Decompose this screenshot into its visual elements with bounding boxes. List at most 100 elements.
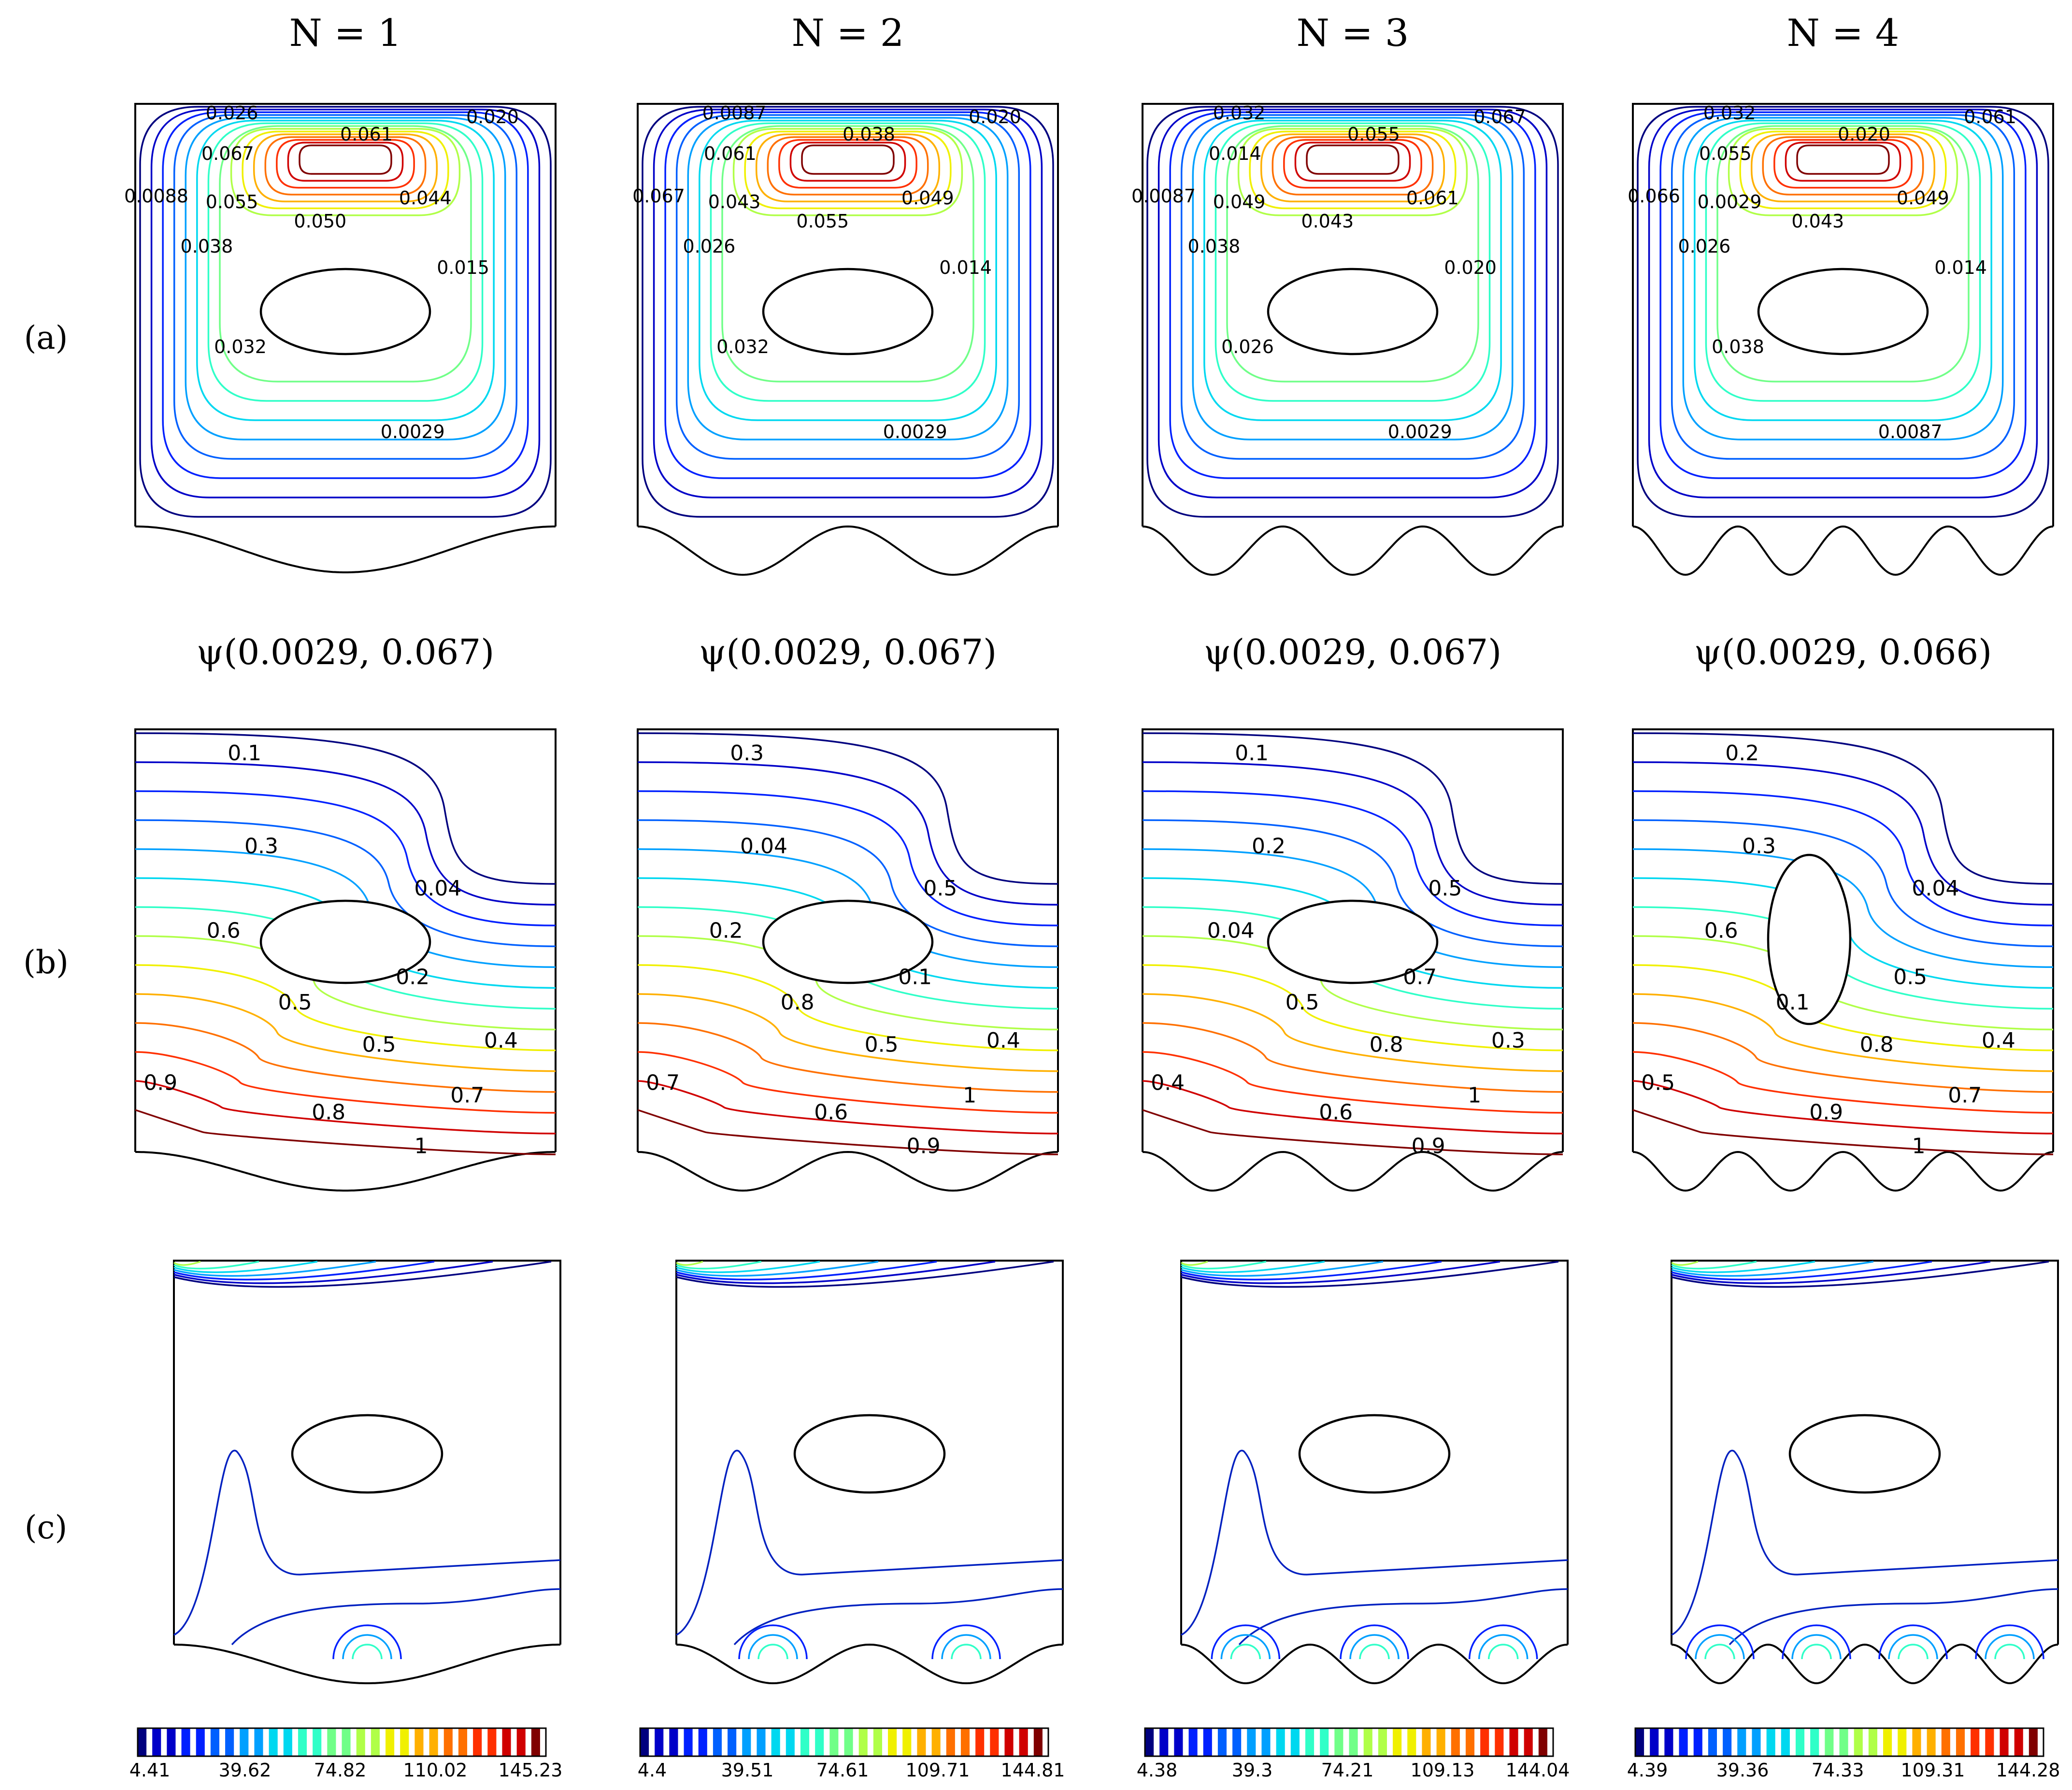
streamline bbox=[801, 144, 895, 175]
isotherm bbox=[637, 1109, 1058, 1155]
streamline-label: 0.038 bbox=[181, 236, 233, 257]
streamline-label: 0.038 bbox=[1712, 336, 1764, 357]
colorbar-segment bbox=[298, 1728, 307, 1756]
colorbar-segment bbox=[858, 1728, 868, 1756]
heatline bbox=[1181, 1261, 1442, 1280]
colorbar-segment bbox=[1334, 1728, 1343, 1756]
isotherm-label: 0.5 bbox=[1893, 965, 1927, 990]
streamline bbox=[675, 114, 1020, 460]
colorbar-segment bbox=[473, 1728, 482, 1756]
streamline-label: 0.020 bbox=[969, 106, 1021, 128]
streamline bbox=[642, 106, 1054, 518]
wavy-bottom-wall bbox=[135, 526, 556, 573]
streamline-label: 0.0029 bbox=[1388, 421, 1452, 442]
colorbar-tick-label: 4.39 bbox=[1627, 1760, 1668, 1781]
isotherm-label: 1 bbox=[414, 1134, 428, 1159]
streamline-label: 0.049 bbox=[1897, 187, 1949, 209]
isotherm bbox=[637, 935, 1058, 1031]
heatline bbox=[733, 1588, 1063, 1646]
streamline bbox=[755, 133, 941, 202]
isotherm-label: 0.6 bbox=[814, 1100, 848, 1125]
psi-range-label: ψ(0.0029, 0.067) bbox=[197, 632, 494, 672]
colorbar-tick-label: 4.4 bbox=[638, 1760, 667, 1781]
colorbar-tick-label: 144.04 bbox=[1506, 1760, 1570, 1781]
streamline bbox=[789, 142, 906, 182]
colorbar-frame bbox=[639, 1727, 1049, 1757]
streamline-label: 0.026 bbox=[1221, 336, 1274, 357]
colorbar-tick-label: 109.31 bbox=[1901, 1760, 1965, 1781]
colorbar-tick-label: 39.36 bbox=[1716, 1760, 1769, 1781]
streamline-label: 0.0088 bbox=[124, 185, 188, 207]
streamline bbox=[1762, 136, 1924, 196]
elliptic-obstacle bbox=[1298, 1414, 1451, 1494]
streamline-label: 0.032 bbox=[1213, 102, 1266, 124]
colorbar-segment bbox=[1290, 1728, 1300, 1756]
elliptic-obstacle bbox=[291, 1414, 443, 1494]
heatline-cell bbox=[1685, 1624, 1755, 1660]
streamline-label: 0.043 bbox=[1301, 211, 1354, 232]
isotherm-label: 0.3 bbox=[730, 741, 764, 766]
heatline-cell bbox=[342, 1634, 392, 1660]
heatline bbox=[676, 1261, 937, 1280]
colorbar-segment bbox=[531, 1728, 540, 1756]
colorbar-segment bbox=[1679, 1728, 1688, 1756]
streamline-label: 0.061 bbox=[340, 124, 393, 145]
heatline-cell bbox=[931, 1624, 1001, 1660]
streamline-label: 0.043 bbox=[708, 191, 761, 213]
isotherm-label: 0.04 bbox=[1207, 918, 1255, 943]
streamline bbox=[1773, 139, 1913, 189]
heatline bbox=[1671, 1261, 1699, 1266]
isotherm bbox=[637, 790, 1058, 926]
elliptic-obstacle bbox=[793, 1414, 946, 1494]
colorbar-segment bbox=[225, 1728, 234, 1756]
isotherm-label: 0.8 bbox=[1860, 1033, 1894, 1057]
streamline bbox=[276, 139, 415, 189]
isotherm-label: 0.3 bbox=[1742, 834, 1776, 858]
isotherm-label: 0.9 bbox=[1809, 1100, 1843, 1125]
isotherm-label: 0.04 bbox=[740, 834, 787, 858]
streamline bbox=[1739, 130, 1947, 210]
wavy-bottom-wall bbox=[1142, 1151, 1563, 1192]
colorbar-segment bbox=[1320, 1728, 1329, 1756]
colorbar-frame bbox=[1144, 1727, 1554, 1757]
heatline-cell bbox=[1975, 1624, 2044, 1660]
colorbar-segment bbox=[1927, 1728, 1936, 1756]
isotherm-label: 0.6 bbox=[1319, 1100, 1353, 1125]
streamline bbox=[185, 117, 506, 440]
colorbar-segment bbox=[502, 1728, 511, 1756]
heatline bbox=[1180, 1261, 1208, 1266]
heatline bbox=[173, 1261, 552, 1288]
colorbar-segment bbox=[1971, 1728, 1980, 1756]
heatline-cell bbox=[352, 1644, 383, 1660]
colorbar-segment bbox=[844, 1728, 853, 1756]
colorbar-segment bbox=[1393, 1728, 1402, 1756]
streamline-label: 0.0087 bbox=[1131, 185, 1196, 207]
heatline-cell bbox=[1478, 1634, 1529, 1660]
heatline bbox=[173, 1261, 493, 1284]
heatline bbox=[1181, 1261, 1500, 1284]
isotherm-label: 0.4 bbox=[1982, 1028, 2015, 1053]
colorbar-segment bbox=[1693, 1728, 1702, 1756]
colorbar-segment bbox=[1752, 1728, 1761, 1756]
isotherm-label: 0.7 bbox=[450, 1083, 484, 1108]
streamline bbox=[1249, 130, 1457, 210]
heatline-panel-n4 bbox=[1671, 1260, 2059, 1685]
heatline-cell bbox=[951, 1644, 982, 1660]
colorbar-tick-label: 109.13 bbox=[1411, 1760, 1475, 1781]
colorbar-segment bbox=[1854, 1728, 1863, 1756]
column-title-n2: N = 2 bbox=[792, 12, 904, 55]
isotherm-label: 1 bbox=[1468, 1083, 1481, 1108]
colorbar-segment bbox=[1912, 1728, 1921, 1756]
isotherm-label: 0.6 bbox=[1704, 918, 1738, 943]
colorbar-segment bbox=[1898, 1728, 1907, 1756]
streamline-label: 0.067 bbox=[201, 143, 254, 164]
heatline-cell bbox=[332, 1624, 402, 1660]
isotherm bbox=[1632, 1022, 2054, 1093]
colorbar-segment bbox=[1524, 1728, 1533, 1756]
streamline bbox=[1294, 142, 1411, 182]
cavity-walls bbox=[1671, 1260, 2059, 1645]
isotherm bbox=[1142, 1022, 1563, 1093]
colorbar-segment bbox=[1480, 1728, 1489, 1756]
streamline-label: 0.014 bbox=[939, 257, 992, 278]
colorbar-segment bbox=[742, 1728, 751, 1756]
